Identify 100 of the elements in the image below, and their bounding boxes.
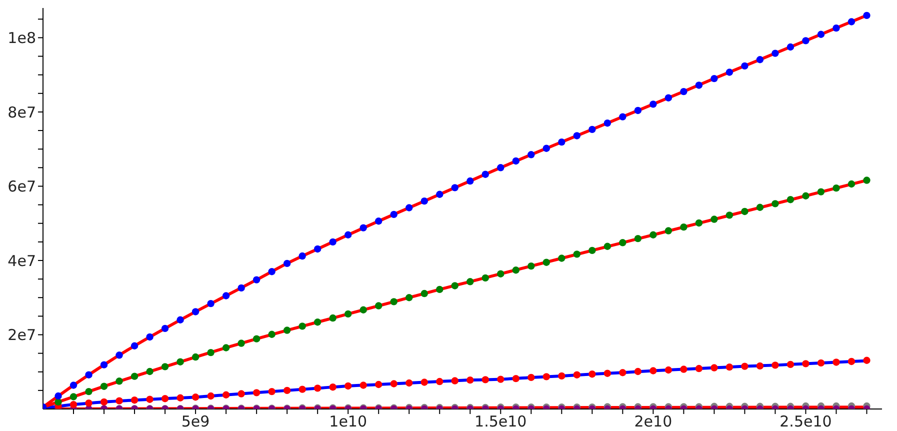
point — [161, 324, 169, 332]
point — [283, 386, 291, 394]
point — [238, 390, 245, 398]
point — [512, 266, 520, 274]
point — [802, 360, 810, 368]
point — [817, 188, 825, 196]
point — [344, 231, 352, 238]
point — [497, 164, 504, 172]
point — [207, 348, 214, 356]
y-tick-label: 4e7 — [8, 252, 36, 270]
x-tick-label: 5e9 — [181, 412, 210, 431]
point — [710, 216, 718, 223]
point — [786, 196, 794, 204]
point — [726, 212, 734, 219]
point — [222, 344, 230, 352]
point — [588, 246, 596, 254]
point — [634, 106, 642, 114]
point — [650, 231, 657, 238]
point — [390, 210, 398, 218]
point — [360, 306, 367, 314]
point — [161, 395, 169, 402]
point — [832, 184, 840, 192]
point — [192, 308, 200, 316]
point — [406, 204, 413, 212]
point — [420, 197, 428, 205]
point — [528, 374, 535, 382]
point — [130, 396, 138, 404]
point — [680, 366, 688, 373]
x-tick-label: 1e10 — [329, 412, 368, 431]
point — [344, 310, 352, 318]
point — [252, 389, 260, 396]
point — [252, 276, 260, 284]
point — [772, 50, 779, 57]
point — [695, 82, 703, 89]
point — [604, 370, 612, 377]
point — [70, 393, 78, 400]
point — [863, 176, 870, 184]
point — [695, 364, 703, 372]
point — [848, 180, 856, 188]
point — [848, 18, 856, 26]
point — [786, 43, 794, 51]
point — [528, 151, 535, 158]
point — [85, 388, 92, 396]
point — [542, 144, 550, 152]
point — [390, 298, 398, 306]
point — [298, 252, 306, 260]
point — [756, 204, 764, 211]
y-tick-label: 1e8 — [8, 29, 36, 48]
point — [588, 126, 596, 134]
point — [375, 380, 382, 388]
point — [558, 372, 566, 380]
point — [436, 190, 444, 198]
point — [192, 394, 200, 401]
point — [176, 316, 184, 324]
y-tick-label: 8e7 — [8, 103, 36, 122]
point — [176, 358, 184, 366]
point — [680, 88, 688, 96]
point — [161, 363, 169, 370]
point — [558, 254, 566, 262]
point — [406, 379, 413, 387]
point — [451, 282, 458, 290]
point — [375, 218, 382, 225]
point — [482, 376, 489, 384]
point — [283, 326, 291, 334]
point — [375, 302, 382, 310]
point — [222, 292, 230, 300]
point — [329, 383, 336, 391]
point — [512, 374, 520, 382]
point — [497, 270, 504, 278]
point — [176, 394, 184, 402]
point — [420, 290, 428, 298]
point — [268, 330, 276, 338]
point — [680, 223, 688, 231]
point — [634, 234, 642, 242]
point — [406, 294, 413, 302]
point — [832, 24, 840, 32]
point — [588, 370, 596, 378]
point — [802, 192, 810, 200]
point — [573, 132, 581, 140]
point — [466, 278, 474, 286]
point — [466, 376, 474, 384]
point — [268, 268, 276, 276]
point — [664, 227, 672, 234]
point — [710, 364, 718, 372]
point — [222, 391, 230, 398]
point — [619, 239, 626, 246]
point — [329, 238, 336, 246]
point — [100, 361, 108, 368]
point — [542, 373, 550, 380]
point — [528, 262, 535, 270]
point — [146, 368, 154, 376]
point — [482, 170, 489, 178]
point — [238, 284, 245, 292]
point — [85, 371, 92, 378]
point — [741, 208, 748, 216]
point — [573, 250, 581, 258]
point — [268, 388, 276, 396]
point — [741, 62, 748, 70]
y-tick-label: 2e7 — [8, 326, 36, 344]
point — [863, 356, 870, 364]
